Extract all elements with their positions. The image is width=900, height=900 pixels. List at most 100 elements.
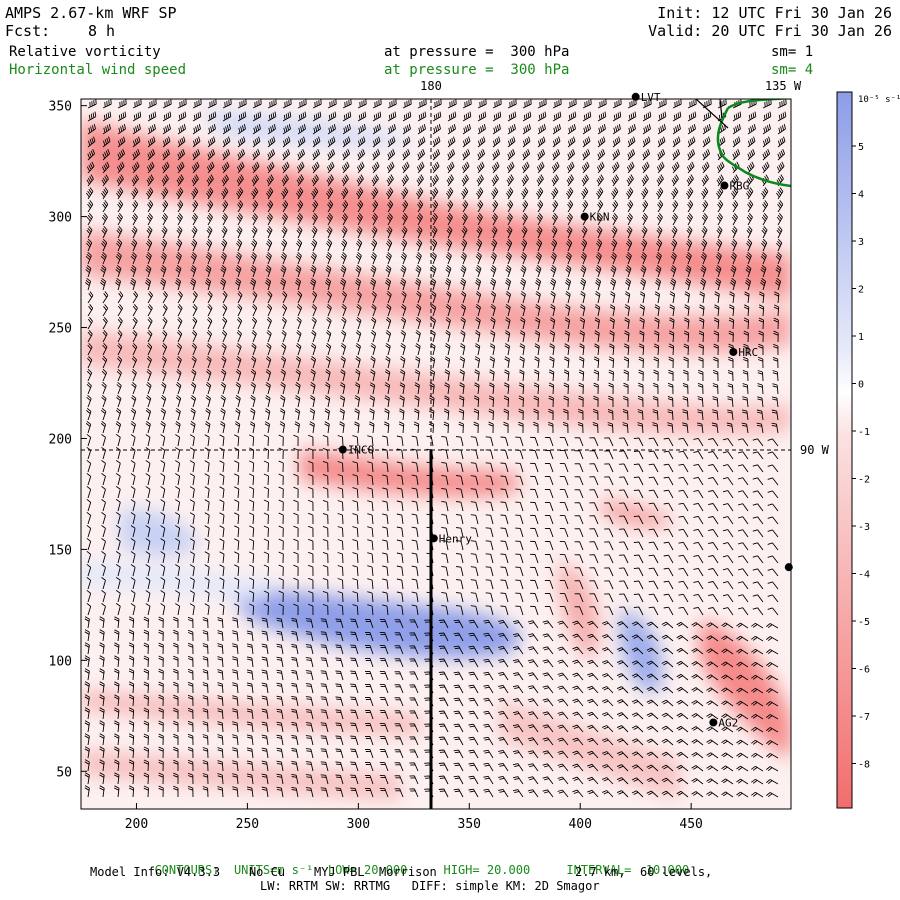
wind-barb	[746, 161, 755, 174]
wind-barb	[640, 277, 647, 291]
wind-barb	[536, 238, 543, 252]
wind-barb	[413, 408, 420, 421]
wind-barb	[551, 174, 559, 187]
wind-barb	[175, 407, 181, 421]
wind-barb	[766, 792, 779, 798]
wind-barb	[87, 123, 96, 135]
wind-barb	[276, 630, 284, 642]
wind-barb	[100, 264, 107, 278]
wind-barb	[158, 655, 164, 668]
wind-barb	[387, 136, 396, 148]
wind-barb	[409, 788, 419, 798]
wind-barb	[757, 356, 764, 369]
contours-line: CONTOURS: UNITS=m s⁻¹ LOW= 20.000 HIGH= …	[140, 851, 689, 877]
wind-barb	[557, 724, 569, 733]
wind-barb	[160, 551, 166, 564]
wind-barb	[411, 591, 419, 603]
wind-barb	[409, 632, 419, 642]
wind-barb	[441, 578, 449, 590]
wind-barb	[113, 616, 120, 629]
wind-barb	[296, 238, 303, 252]
wind-barb	[609, 304, 616, 317]
wind-barb	[146, 174, 154, 187]
wind-barb	[470, 488, 479, 499]
physics-info: LW: RRTM SW: RRTMG DIFF: simple KM: 2D S…	[260, 879, 600, 893]
wind-barb	[86, 498, 92, 512]
wind-barb	[701, 187, 709, 200]
wind-barb	[232, 656, 239, 668]
wind-barb	[320, 618, 329, 629]
wind-barb	[293, 434, 299, 447]
wind-barb	[249, 486, 255, 499]
wind-barb	[158, 668, 164, 681]
wind-barb	[237, 136, 246, 148]
wind-barb	[175, 486, 181, 499]
wind-barb	[278, 525, 284, 538]
wind-barb	[221, 238, 228, 252]
wind-barb	[752, 568, 764, 577]
wind-barb	[642, 149, 651, 161]
wind-barb	[589, 528, 599, 538]
wind-barb	[369, 382, 376, 395]
wind-barb	[261, 669, 269, 681]
wind-barb	[147, 291, 153, 304]
wind-barb	[657, 200, 664, 213]
wind-barb	[99, 655, 105, 668]
wind-barb	[281, 187, 289, 200]
wind-barb	[697, 396, 704, 408]
colorbar-label: -3	[858, 522, 870, 533]
wind-barb	[356, 303, 362, 317]
wind-barb	[761, 187, 769, 200]
wind-barb	[441, 604, 449, 616]
wind-barb	[99, 759, 105, 772]
station-marker	[631, 92, 640, 101]
wind-barb	[515, 540, 524, 551]
wind-barb	[251, 213, 258, 226]
wind-barb	[396, 461, 404, 473]
wind-barb	[246, 669, 254, 681]
wind-barb	[322, 499, 329, 512]
wind-barb	[396, 526, 404, 538]
wind-barb	[521, 174, 529, 187]
wind-barb	[610, 291, 616, 304]
wind-barb	[693, 567, 704, 577]
wind-barb	[536, 187, 544, 200]
wind-barb	[367, 474, 374, 486]
wind-barb	[278, 538, 284, 551]
wind-barb	[515, 501, 524, 512]
wind-barb	[468, 645, 479, 655]
wind-barb	[475, 264, 482, 278]
wind-barb	[276, 747, 284, 759]
wind-barb	[542, 737, 554, 746]
wind-barb	[205, 395, 211, 408]
wind-barb	[633, 567, 644, 577]
wind-barb	[176, 174, 184, 187]
wind-barb	[461, 238, 468, 252]
wind-barbs	[84, 99, 787, 798]
wind-barb	[309, 421, 315, 434]
wind-barb	[453, 684, 464, 694]
high-label: HIGH=	[443, 863, 480, 877]
wind-barb	[370, 329, 377, 343]
wind-barb	[337, 578, 344, 590]
wind-barb	[663, 489, 674, 499]
wind-barb	[691, 700, 704, 707]
wind-barb	[175, 473, 181, 486]
wind-barb	[549, 330, 556, 343]
wind-barb	[204, 577, 210, 590]
wind-barb	[468, 632, 479, 642]
wind-barb	[101, 394, 107, 408]
wind-barb	[177, 291, 183, 304]
wind-barb	[311, 174, 319, 187]
wind-barb	[552, 99, 562, 109]
wind-barb	[767, 477, 779, 486]
wind-barb	[352, 578, 359, 590]
wind-barb	[559, 450, 569, 460]
wind-barb	[267, 136, 276, 148]
wind-barb	[683, 369, 689, 381]
wind-barb	[566, 238, 573, 252]
field1-name: Relative vorticity	[9, 44, 161, 60]
station-marker	[429, 534, 438, 543]
wind-barb	[371, 303, 377, 317]
wind-barb	[653, 343, 660, 356]
